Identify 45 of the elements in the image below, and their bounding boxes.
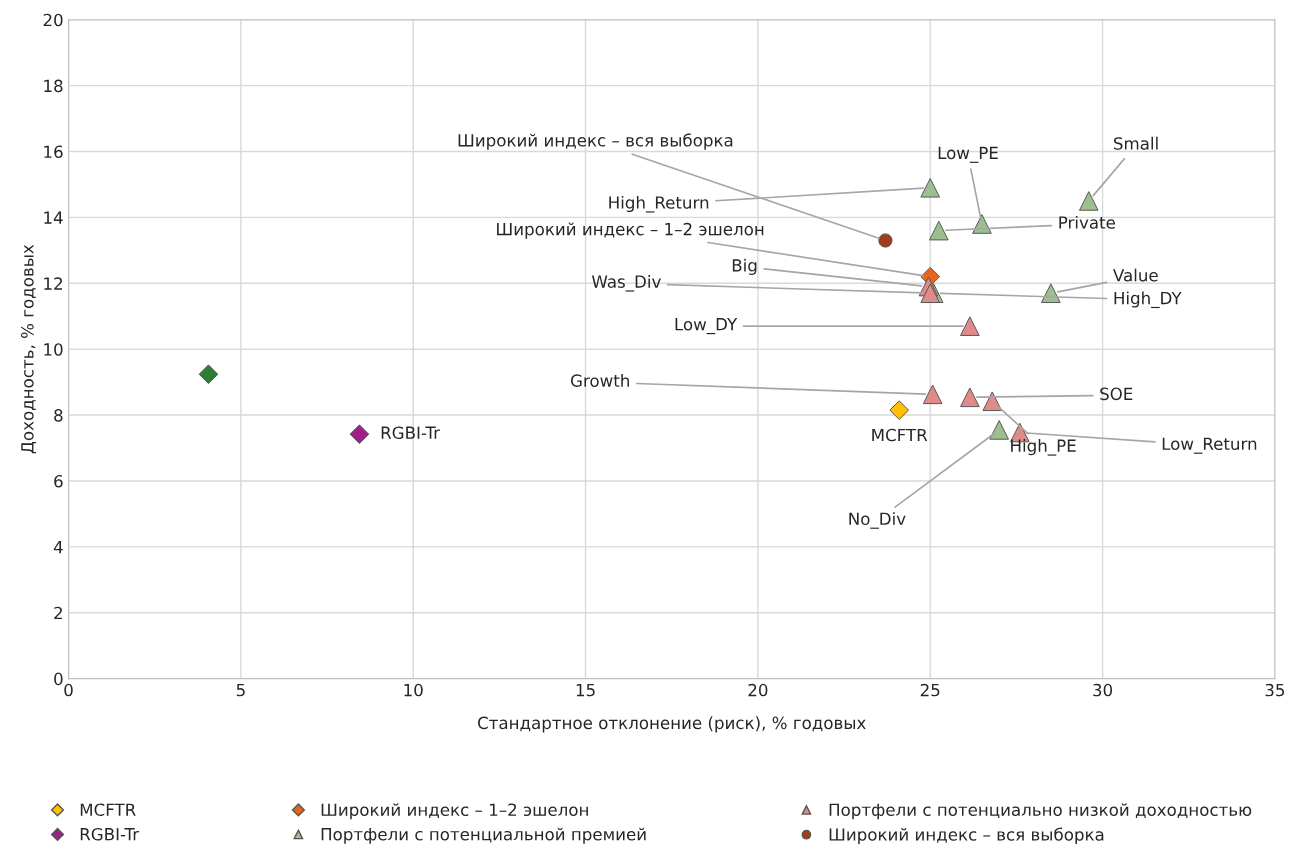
annotation: Small (1114, 136, 1158, 150)
y-tick-label: 16 (44, 145, 63, 159)
legend-label: Портфели с потенциально низкой доходностью (829, 803, 1252, 820)
y-tick-label: 18 (44, 79, 63, 93)
y-tick-label: 2 (54, 606, 62, 620)
annotation: Low_Return (1162, 437, 1257, 454)
annotation: Big (732, 258, 757, 275)
x-tick-label: 30 (1093, 683, 1113, 697)
annotation: RGBI-Tr (381, 426, 441, 440)
y-tick-label: 10 (44, 343, 63, 356)
annotation: Growth (570, 374, 629, 387)
annotation: Широкий индекс – 1–2 эшелон (497, 222, 764, 239)
annotation: High_PE (1011, 439, 1076, 456)
x-tick-label: 20 (748, 683, 768, 697)
x-axis-title: Стандартное отклонение (риск), % годовых (478, 716, 866, 733)
y-axis-title: Доходность, % годовых (21, 244, 37, 454)
x-tick-label: 5 (236, 683, 245, 697)
annotation: Low_PE (938, 146, 998, 163)
x-tick-label: 25 (920, 683, 940, 697)
y-tick-label: 4 (53, 541, 63, 554)
annotation: Широкий индекс – вся выборка (458, 133, 733, 150)
annotation: High_DY (1114, 291, 1182, 309)
x-tick-label: 0 (64, 683, 73, 697)
y-tick-label: 6 (54, 474, 63, 488)
annotation: Private (1059, 215, 1115, 229)
legend-label: Портфели с потенциальной премией (321, 827, 646, 844)
annotation: Was_Div (591, 275, 661, 292)
legend-label: RGBI-Tr (80, 827, 140, 841)
y-tick-label: 14 (44, 211, 63, 224)
legend-label: MCFTR (80, 803, 136, 817)
annotation: Value (1113, 268, 1158, 282)
annotation: SOE (1100, 387, 1133, 401)
x-tick-label: 10 (404, 683, 423, 697)
annotation: MCFTR (872, 428, 928, 442)
y-tick-label: 12 (44, 277, 62, 290)
annotation: High_Return (609, 195, 709, 213)
y-tick-label: 20 (43, 13, 63, 27)
legend-label: Широкий индекс – 1–2 эшелон (321, 803, 588, 820)
x-tick-label: 15 (576, 683, 595, 697)
legend-label: Широкий индекс – вся выборка (829, 827, 1104, 844)
x-tick-label: 35 (1265, 683, 1285, 697)
y-tick-label: 8 (54, 409, 63, 422)
y-tick-label: 0 (54, 672, 63, 686)
annotation: No_Div (849, 512, 906, 529)
annotation: Low_DY (675, 318, 738, 335)
